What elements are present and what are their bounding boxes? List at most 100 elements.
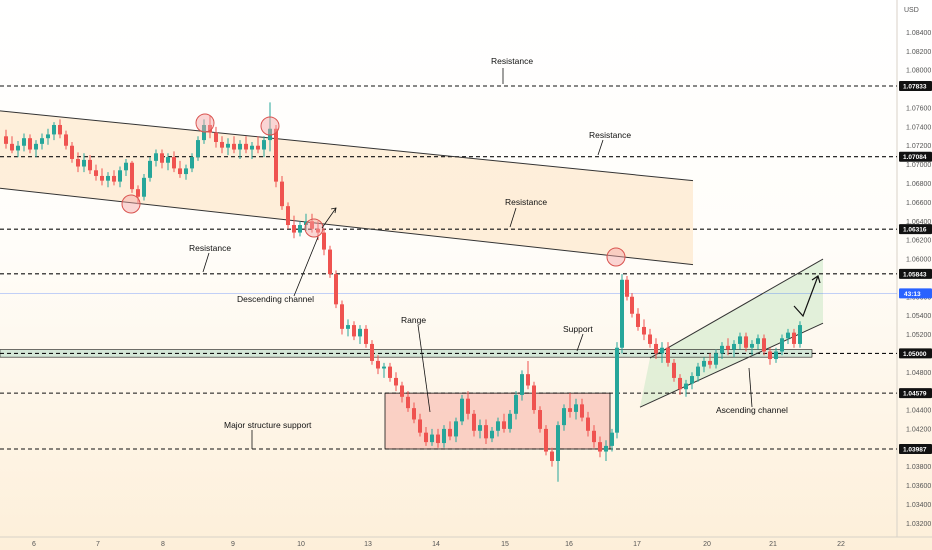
candle	[40, 133, 44, 150]
level-tag	[899, 444, 932, 454]
candle-body	[286, 206, 290, 226]
candle-body	[786, 332, 790, 339]
candle	[76, 152, 80, 173]
candle	[798, 321, 802, 348]
candle-body	[756, 338, 760, 344]
pointer-8	[748, 367, 753, 408]
candle	[382, 362, 386, 378]
candle-body	[648, 334, 652, 344]
arrows-layer	[202, 68, 821, 449]
touch-marker	[304, 218, 324, 238]
candle-body	[292, 225, 296, 233]
candle	[620, 274, 624, 354]
x-tick-label: 10	[297, 541, 305, 548]
asc-projection-head	[811, 275, 821, 284]
desc-channel-lower	[0, 187, 694, 266]
candle-body	[798, 325, 802, 344]
candle-body	[726, 345, 730, 350]
candle	[792, 328, 796, 348]
candle	[148, 157, 152, 182]
candle	[82, 153, 86, 173]
level-tag-label: 1.06316	[903, 227, 927, 234]
candle-body	[178, 168, 182, 175]
candle-body	[642, 326, 646, 335]
candle	[166, 153, 170, 171]
y-tick-label: 1.05200	[906, 332, 931, 339]
candle-body	[76, 158, 80, 167]
candle	[226, 138, 230, 156]
candle-body	[454, 421, 458, 437]
candle	[720, 342, 724, 360]
candle-body	[636, 313, 640, 327]
candle	[298, 221, 302, 237]
candle-body	[322, 232, 326, 250]
candle	[478, 419, 482, 439]
candle	[666, 342, 670, 367]
candle-body	[478, 425, 482, 431]
markers-layer	[121, 113, 626, 267]
candle	[370, 340, 374, 365]
candle-body	[10, 143, 14, 151]
candle-body	[684, 383, 688, 390]
candle-body	[358, 328, 362, 337]
candle-body	[196, 140, 200, 158]
candle-body	[430, 434, 434, 443]
pointer-3	[202, 252, 210, 273]
candle	[502, 413, 506, 433]
candle	[160, 149, 164, 169]
candle	[310, 213, 314, 233]
candle	[774, 347, 778, 363]
candle	[430, 428, 434, 446]
annotation-label: Support	[563, 324, 593, 334]
candle	[352, 321, 356, 341]
y-tick-label: 1.03400	[906, 502, 931, 509]
candle	[610, 428, 614, 452]
candle-body	[666, 347, 670, 363]
candle-body	[598, 442, 602, 452]
candle	[654, 338, 658, 360]
levels-layer	[0, 85, 897, 450]
candle-body	[94, 170, 98, 176]
y-tick-label: 1.04200	[906, 426, 931, 433]
y-tick-label: 1.08400	[906, 30, 931, 37]
y-tick-label: 1.06400	[906, 219, 931, 226]
candle-body	[202, 124, 206, 141]
candle-body	[130, 162, 134, 190]
candle-body	[604, 445, 608, 452]
candle-body	[118, 170, 122, 182]
candle	[58, 119, 62, 139]
candle	[604, 440, 608, 461]
candle	[106, 172, 110, 188]
candle	[322, 228, 326, 256]
candle	[100, 168, 104, 186]
level-tag	[899, 268, 932, 279]
candle-body	[508, 413, 512, 429]
candle-body	[40, 138, 44, 144]
candle-body	[160, 153, 164, 163]
candle	[726, 338, 730, 356]
candle	[696, 362, 700, 382]
candle	[684, 379, 688, 397]
candle-body	[328, 249, 332, 275]
annotation-label: Descending channel	[237, 294, 314, 304]
candle-body	[442, 428, 446, 444]
candle	[538, 406, 542, 433]
candle-body	[502, 421, 506, 429]
candle	[466, 391, 470, 420]
channel-lines	[0, 110, 824, 408]
candle-body	[406, 396, 410, 409]
candle	[154, 149, 158, 167]
candle	[94, 164, 98, 181]
candle-body	[316, 228, 320, 233]
candle-body	[88, 159, 92, 171]
candle	[472, 410, 476, 437]
candle	[412, 402, 416, 424]
candle	[250, 141, 254, 159]
candle	[64, 130, 68, 150]
level-tag-label: 1.04579	[903, 391, 927, 398]
annotation-label: Resistance	[589, 130, 631, 140]
candle-body	[678, 377, 682, 390]
candle-body	[568, 408, 572, 412]
